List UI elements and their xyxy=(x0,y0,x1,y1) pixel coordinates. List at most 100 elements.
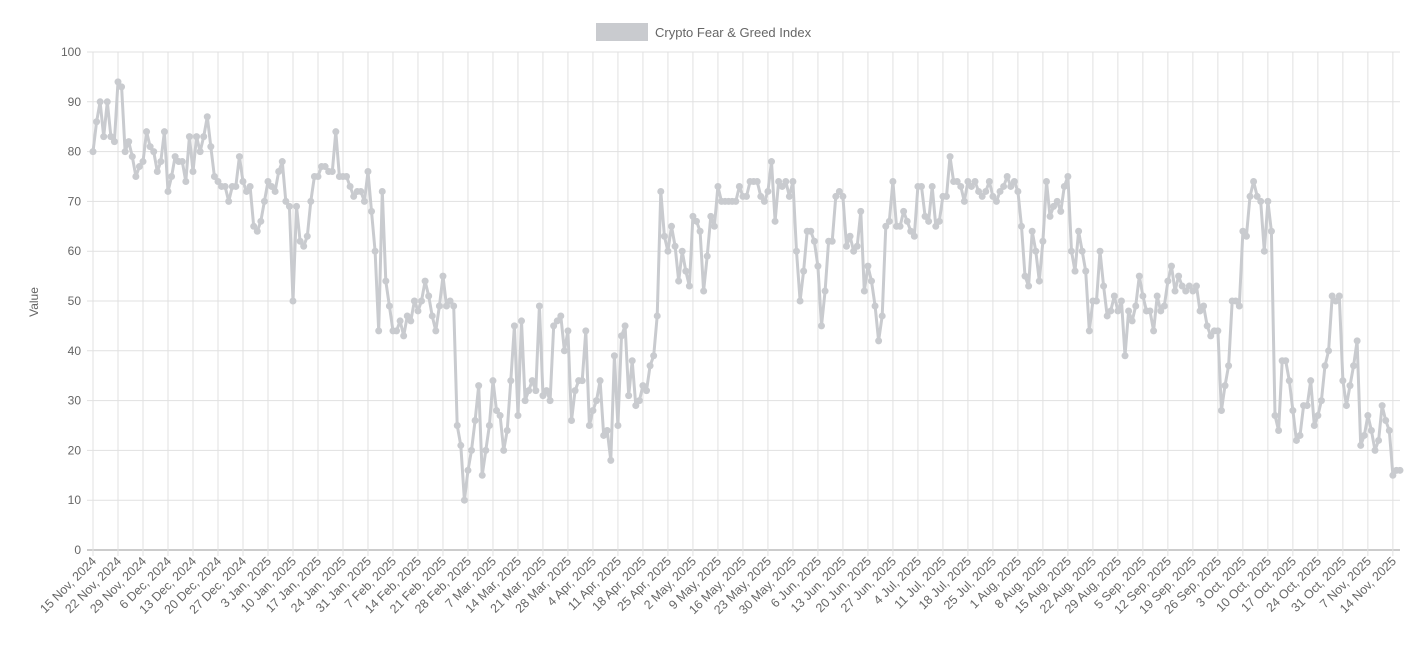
data-point[interactable] xyxy=(89,148,97,156)
data-point[interactable] xyxy=(350,192,358,200)
data-point[interactable] xyxy=(1150,327,1158,335)
data-point[interactable] xyxy=(360,197,368,205)
data-point[interactable] xyxy=(1096,247,1104,255)
data-point[interactable] xyxy=(935,217,943,225)
data-point[interactable] xyxy=(535,302,543,310)
data-point[interactable] xyxy=(735,182,743,190)
data-point[interactable] xyxy=(732,197,740,205)
data-point[interactable] xyxy=(882,222,890,230)
data-point[interactable] xyxy=(435,302,443,310)
data-point[interactable] xyxy=(1085,327,1093,335)
data-point[interactable] xyxy=(828,237,836,245)
data-point[interactable] xyxy=(971,177,979,185)
data-point[interactable] xyxy=(1060,182,1068,190)
data-point[interactable] xyxy=(157,158,165,166)
data-point[interactable] xyxy=(1050,202,1058,210)
data-point[interactable] xyxy=(314,173,322,180)
data-point[interactable] xyxy=(1132,302,1140,310)
data-point[interactable] xyxy=(1389,471,1397,479)
data-point[interactable] xyxy=(867,277,875,285)
data-point[interactable] xyxy=(1246,192,1254,200)
data-point[interactable] xyxy=(164,187,172,195)
data-point[interactable] xyxy=(1185,282,1193,290)
data-point[interactable] xyxy=(1378,402,1386,410)
data-point[interactable] xyxy=(1367,426,1375,434)
data-point[interactable] xyxy=(1182,287,1190,295)
data-point[interactable] xyxy=(864,262,872,270)
data-point[interactable] xyxy=(1117,297,1125,305)
data-point[interactable] xyxy=(1239,227,1247,235)
data-point[interactable] xyxy=(1364,412,1372,420)
data-point[interactable] xyxy=(1014,187,1022,195)
data-point[interactable] xyxy=(785,192,793,200)
data-point[interactable] xyxy=(296,237,304,245)
data-point[interactable] xyxy=(1207,332,1215,340)
data-point[interactable] xyxy=(403,312,411,320)
data-point[interactable] xyxy=(128,153,136,161)
data-point[interactable] xyxy=(468,446,476,454)
data-point[interactable] xyxy=(1325,347,1333,355)
data-point[interactable] xyxy=(100,133,108,141)
data-point[interactable] xyxy=(1010,177,1018,185)
data-point[interactable] xyxy=(243,187,251,195)
data-point[interactable] xyxy=(543,387,551,395)
data-point[interactable] xyxy=(953,177,961,185)
data-point[interactable] xyxy=(1217,407,1225,415)
data-point[interactable] xyxy=(1232,297,1240,305)
data-point[interactable] xyxy=(957,182,965,190)
data-point[interactable] xyxy=(921,212,929,220)
data-point[interactable] xyxy=(271,187,279,195)
data-point[interactable] xyxy=(621,322,629,330)
data-point[interactable] xyxy=(967,182,975,190)
data-point[interactable] xyxy=(685,282,693,290)
data-point[interactable] xyxy=(143,128,151,136)
data-point[interactable] xyxy=(1310,422,1318,429)
data-point[interactable] xyxy=(1346,382,1354,390)
data-point[interactable] xyxy=(1250,177,1258,185)
data-point[interactable] xyxy=(1225,362,1233,370)
data-point[interactable] xyxy=(1264,197,1272,205)
data-point[interactable] xyxy=(582,327,590,335)
data-point[interactable] xyxy=(285,202,293,210)
data-point[interactable] xyxy=(1350,362,1358,370)
data-point[interactable] xyxy=(1046,212,1054,220)
data-point[interactable] xyxy=(978,192,986,200)
data-point[interactable] xyxy=(668,222,676,230)
data-point[interactable] xyxy=(639,382,647,390)
data-point[interactable] xyxy=(250,222,258,230)
data-point[interactable] xyxy=(1385,426,1393,434)
data-point[interactable] xyxy=(1082,267,1090,275)
data-point[interactable] xyxy=(610,352,618,360)
data-point[interactable] xyxy=(1342,402,1350,410)
data-point[interactable] xyxy=(221,182,229,190)
data-point[interactable] xyxy=(289,297,297,305)
data-point[interactable] xyxy=(693,217,701,225)
data-point[interactable] xyxy=(414,307,422,315)
data-point[interactable] xyxy=(1160,302,1168,310)
data-point[interactable] xyxy=(807,227,815,235)
data-point[interactable] xyxy=(182,177,190,185)
data-point[interactable] xyxy=(907,227,915,235)
data-point[interactable] xyxy=(917,182,925,190)
data-point[interactable] xyxy=(425,292,433,300)
data-point[interactable] xyxy=(696,227,704,235)
data-point[interactable] xyxy=(660,232,668,240)
data-point[interactable] xyxy=(1007,182,1015,190)
data-point[interactable] xyxy=(507,377,515,385)
data-point[interactable] xyxy=(200,133,208,141)
data-point[interactable] xyxy=(1214,327,1222,335)
data-point[interactable] xyxy=(1157,307,1165,315)
data-point[interactable] xyxy=(1307,377,1315,385)
data-point[interactable] xyxy=(800,267,808,275)
data-point[interactable] xyxy=(132,173,140,180)
data-point[interactable] xyxy=(689,212,697,220)
data-point[interactable] xyxy=(343,173,351,180)
data-point[interactable] xyxy=(743,192,750,200)
data-point[interactable] xyxy=(521,397,529,405)
data-point[interactable] xyxy=(1275,426,1283,434)
data-point[interactable] xyxy=(1335,292,1343,300)
data-point[interactable] xyxy=(107,133,115,141)
data-point[interactable] xyxy=(643,387,651,395)
data-point[interactable] xyxy=(125,138,133,146)
data-point[interactable] xyxy=(168,173,176,180)
